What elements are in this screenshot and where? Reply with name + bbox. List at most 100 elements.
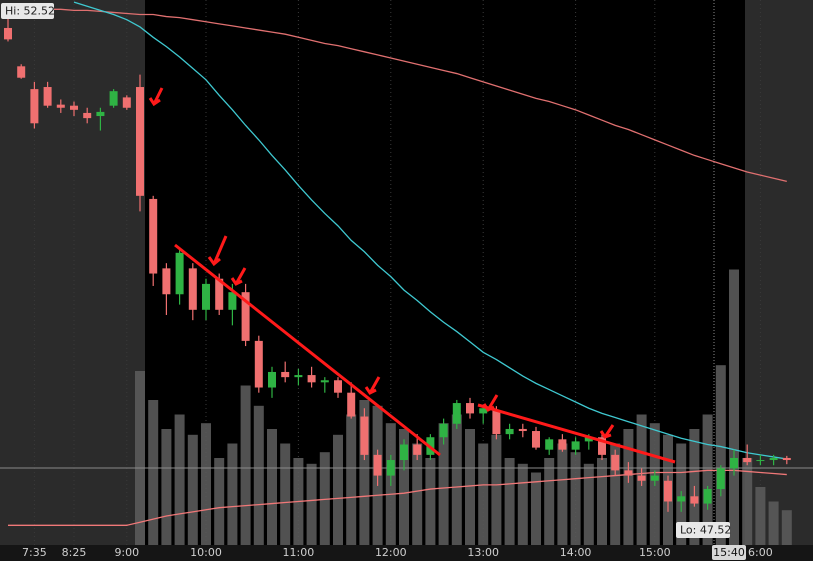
candle-body bbox=[241, 292, 250, 341]
volume-bar bbox=[214, 458, 225, 545]
x-tick-label: 13:00 bbox=[467, 546, 499, 559]
candle-body bbox=[452, 403, 461, 424]
volume-bar bbox=[333, 434, 343, 545]
candle-body bbox=[122, 97, 131, 108]
candle-body bbox=[637, 475, 646, 481]
candle-body bbox=[386, 460, 395, 476]
volume-bar bbox=[491, 434, 502, 545]
candle-body bbox=[492, 410, 501, 435]
volume-bar bbox=[306, 463, 317, 545]
volume-bar bbox=[755, 487, 766, 545]
volume-bar bbox=[438, 423, 449, 545]
candle-body bbox=[202, 283, 210, 310]
candle-body bbox=[294, 375, 303, 378]
candle-body bbox=[307, 375, 316, 383]
volume-bar bbox=[742, 458, 753, 545]
grid bbox=[33, 0, 761, 545]
volume-bar bbox=[544, 458, 555, 545]
volume-bar bbox=[346, 414, 357, 545]
candle-body bbox=[162, 268, 171, 295]
volume-bar bbox=[610, 443, 621, 545]
lo-label: Lo: 47.52 bbox=[680, 524, 731, 537]
candle-body bbox=[703, 489, 712, 504]
candle-body bbox=[17, 66, 26, 78]
volume-bar bbox=[319, 452, 330, 545]
arrow bbox=[482, 394, 499, 412]
x-tick-label: 9:00 bbox=[114, 546, 139, 559]
x-tick-label: 8:25 bbox=[62, 546, 87, 559]
candle-body bbox=[373, 454, 382, 476]
arrow bbox=[599, 424, 615, 439]
volume-bar bbox=[161, 429, 172, 545]
candle-body bbox=[730, 457, 738, 469]
candle-body bbox=[598, 437, 606, 455]
candle-body bbox=[215, 278, 224, 310]
candle-body bbox=[479, 408, 488, 414]
candle-body bbox=[664, 480, 672, 502]
volume-bar bbox=[531, 472, 541, 545]
candle-body bbox=[228, 292, 237, 310]
moving-average-line bbox=[8, 469, 787, 526]
candle-body bbox=[43, 87, 52, 106]
x-tick-label: 12:00 bbox=[375, 546, 407, 559]
volume-bar bbox=[451, 414, 462, 545]
volume-bar bbox=[359, 400, 370, 545]
volume-bar bbox=[465, 429, 475, 545]
arrow bbox=[207, 235, 228, 267]
volume-bar bbox=[702, 414, 713, 545]
x-tick-label: 15:00 bbox=[639, 546, 671, 559]
arrow bbox=[364, 376, 381, 395]
candle-body bbox=[571, 441, 580, 450]
arrow bbox=[148, 87, 164, 107]
candle-body bbox=[149, 198, 158, 274]
current-time-label: 15:40 bbox=[713, 546, 745, 559]
candle-body bbox=[545, 439, 554, 450]
candle-body bbox=[56, 104, 65, 108]
candles-layer bbox=[4, 12, 791, 512]
current-time-badge bbox=[712, 545, 746, 560]
candle-body bbox=[347, 392, 356, 417]
lo-badge bbox=[676, 522, 730, 538]
hi-badge bbox=[1, 3, 54, 19]
volume-bar bbox=[267, 429, 277, 545]
candle-body bbox=[518, 428, 527, 432]
candle-body bbox=[360, 416, 369, 455]
volume-bar bbox=[187, 434, 198, 545]
volume-bar bbox=[240, 385, 251, 545]
volume-bar bbox=[597, 458, 607, 545]
volume-bar bbox=[478, 443, 489, 545]
candle-body bbox=[136, 87, 144, 196]
afterhours-shade bbox=[745, 0, 813, 545]
candle-body bbox=[584, 437, 593, 442]
candle-body bbox=[624, 470, 633, 476]
volume-bar bbox=[583, 463, 594, 545]
trend-line bbox=[174, 243, 441, 457]
volume-bar bbox=[517, 463, 528, 545]
candle-body bbox=[690, 496, 699, 504]
candle-body bbox=[716, 468, 725, 490]
candle-body bbox=[769, 457, 778, 461]
premarket-shade bbox=[0, 0, 145, 545]
candle-body bbox=[756, 460, 765, 462]
trend-line bbox=[477, 403, 676, 464]
x-tick-label: 10:00 bbox=[190, 546, 222, 559]
candle-body bbox=[268, 371, 276, 388]
volume-bar bbox=[715, 365, 726, 545]
lines-layer bbox=[8, 1, 787, 526]
x-axis: 7:35 8:25 9:00 10:00 11:00 12:00 13:00 14:00 15:… bbox=[22, 546, 773, 559]
candle-body bbox=[70, 105, 78, 110]
x-tick-label: 11:00 bbox=[283, 546, 315, 559]
candle-body bbox=[505, 428, 514, 435]
volume-bar bbox=[504, 458, 515, 545]
moving-average-line bbox=[73, 1, 787, 460]
candle-body bbox=[532, 431, 540, 448]
candle-body bbox=[466, 403, 474, 414]
volume-bar bbox=[227, 443, 238, 545]
arrow bbox=[230, 267, 247, 286]
volume-bar bbox=[280, 443, 291, 545]
volume-bar bbox=[399, 429, 409, 545]
candle-body bbox=[439, 423, 448, 438]
time-axis bbox=[0, 545, 813, 561]
moving-average-line bbox=[8, 7, 787, 182]
